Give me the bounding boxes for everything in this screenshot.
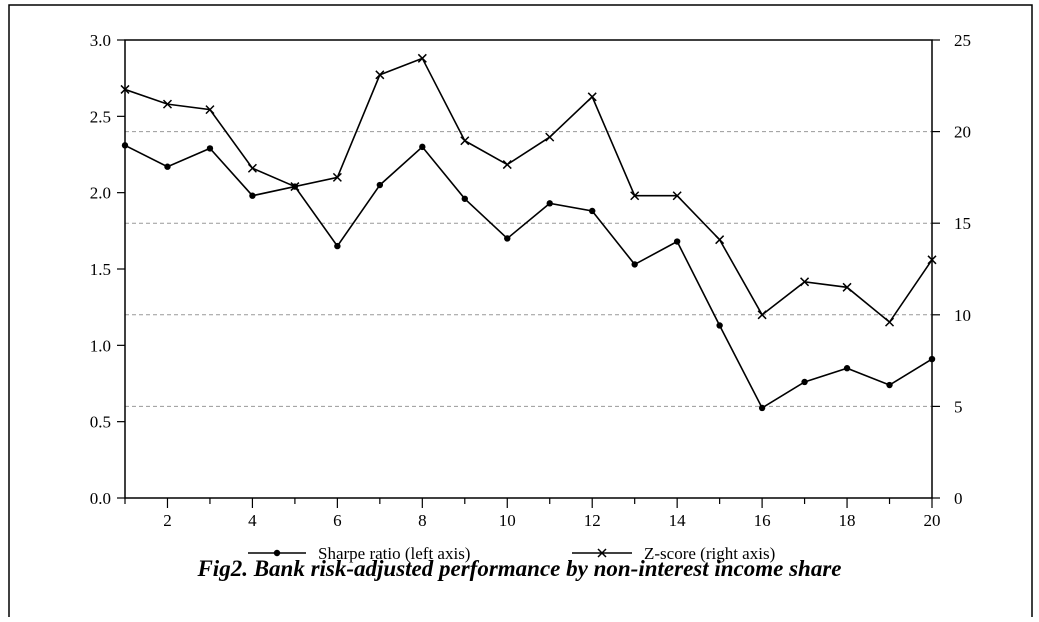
x-axis-tick-label: 4 [248, 511, 257, 530]
sharpe-ratio-point [759, 405, 765, 411]
right-axis-tick-label: 15 [954, 214, 971, 233]
sharpe-ratio-point [886, 382, 892, 388]
z-score-point [716, 236, 724, 244]
right-axis-tick-label: 5 [954, 397, 963, 416]
z-score-point [376, 71, 384, 79]
sharpe-ratio-point [547, 200, 553, 206]
sharpe-ratio-point [844, 365, 850, 371]
figure-caption: Fig2. Bank risk-adjusted performance by … [0, 556, 1039, 582]
z-score-point [588, 93, 596, 101]
z-score-line [125, 58, 932, 322]
x-axis-tick-label: 10 [499, 511, 516, 530]
x-axis-tick-label: 2 [163, 511, 172, 530]
left-axis-tick-label: 2.0 [90, 184, 111, 203]
right-axis-tick-label: 10 [954, 306, 971, 325]
right-axis-tick-label: 0 [954, 489, 963, 508]
sharpe-ratio-point [334, 243, 340, 249]
plot-area-border [125, 40, 932, 498]
x-axis-tick-label: 14 [669, 511, 687, 530]
sharpe-ratio-point [122, 142, 128, 148]
left-axis-tick-label: 3.0 [90, 31, 111, 50]
sharpe-ratio-point [801, 379, 807, 385]
left-axis-tick-label: 0.0 [90, 489, 111, 508]
left-axis-tick-label: 1.5 [90, 260, 111, 279]
sharpe-ratio-point [419, 144, 425, 150]
sharpe-ratio-point [674, 238, 680, 244]
sharpe-ratio-point [504, 235, 510, 241]
sharpe-ratio-point [462, 196, 468, 202]
left-axis-tick-label: 2.5 [90, 107, 111, 126]
sharpe-ratio-point [716, 322, 722, 328]
x-axis-tick-label: 20 [924, 511, 941, 530]
z-score-point [248, 164, 256, 172]
z-score-point [503, 161, 511, 169]
sharpe-ratio-point [631, 261, 637, 267]
series [121, 54, 936, 411]
sharpe-ratio-point [589, 208, 595, 214]
x-axis-tick-label: 12 [584, 511, 601, 530]
sharpe-ratio-line [125, 145, 932, 408]
sharpe-ratio-point [249, 193, 255, 199]
x-axis-tick-label: 8 [418, 511, 427, 530]
z-score-point [418, 54, 426, 62]
right-axis-tick-label: 20 [954, 123, 971, 142]
axes: 0.0 0.5 1.0 1.5 2.0 2.5 3.0 0 5 10 15 20 25 2 4 6 8 10 12 1… [90, 31, 971, 530]
z-score-point [546, 133, 554, 141]
sharpe-ratio-point [207, 145, 213, 151]
sharpe-ratio-point [377, 182, 383, 188]
gridlines [125, 132, 932, 407]
x-axis-tick-label: 6 [333, 511, 342, 530]
left-axis-tick-label: 0.5 [90, 413, 111, 432]
left-axis-tick-label: 1.0 [90, 336, 111, 355]
z-score-point [886, 318, 894, 326]
x-axis-tick-label: 16 [754, 511, 771, 530]
sharpe-ratio-point [164, 164, 170, 170]
x-axis-tick-label: 18 [839, 511, 856, 530]
right-axis-tick-label: 25 [954, 31, 971, 50]
z-score-point [461, 137, 469, 145]
sharpe-ratio-point [929, 356, 935, 362]
